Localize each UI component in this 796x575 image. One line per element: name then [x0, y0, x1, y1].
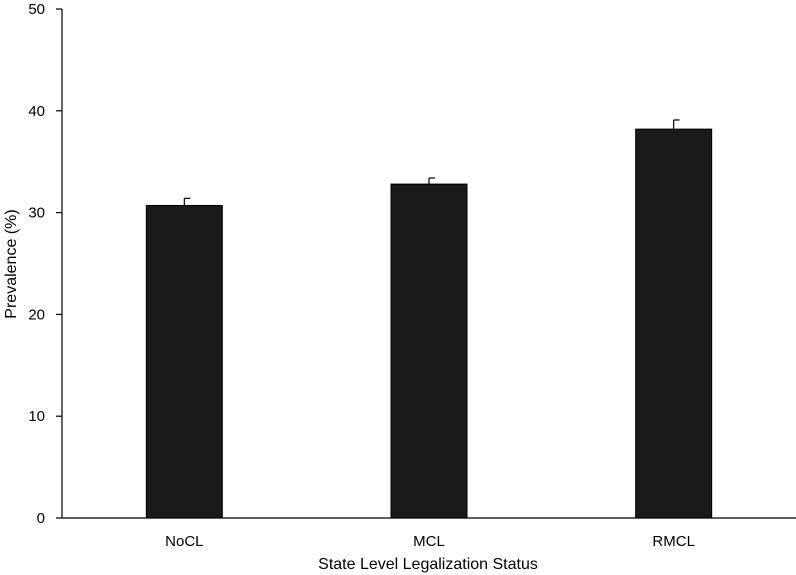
x-axis-title: State Level Legalization Status	[318, 556, 538, 573]
bars-layer	[145, 128, 713, 519]
x-ticks-layer: NoCL MCL RMCL	[165, 533, 695, 550]
bar-mcl	[390, 183, 468, 519]
x-tick-label-mcl: MCL	[413, 533, 445, 550]
error-bars-layer	[183, 119, 680, 206]
axes-layer	[61, 9, 796, 519]
y-tick-label: 20	[28, 306, 45, 323]
x-tick-label-nocl: NoCL	[165, 533, 203, 550]
y-tick-label: 40	[28, 103, 45, 120]
x-tick-label-rmcl: RMCL	[652, 533, 695, 550]
y-ticks-layer: 0 10 20 30 40 50	[28, 1, 62, 527]
bar-rmcl	[635, 128, 713, 519]
y-tick-label: 0	[37, 510, 45, 527]
y-tick-label: 50	[28, 1, 45, 18]
y-tick-label: 30	[28, 205, 45, 222]
y-tick-label: 10	[28, 408, 45, 425]
bar-nocl	[145, 204, 223, 519]
y-axis-title: Prevalence (%)	[3, 209, 20, 318]
